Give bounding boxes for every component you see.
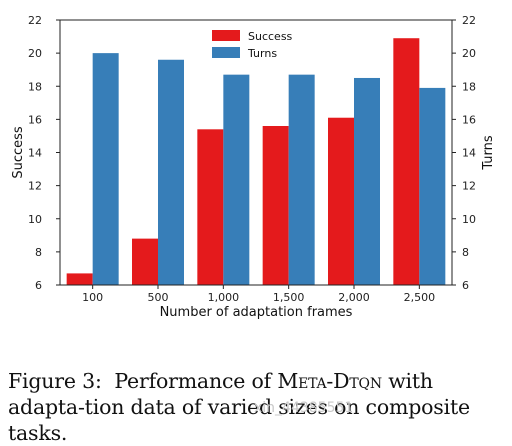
y-axis-label-left: Success (11, 126, 26, 179)
x-tick-label: 500 (148, 291, 169, 304)
bar-turns-4 (354, 77, 380, 285)
y-right-tick-label: 20 (462, 47, 476, 60)
bar-success-0 (66, 273, 93, 285)
y-axis-label-right: Turns (481, 135, 496, 171)
y-right-tick-label: 12 (462, 180, 476, 193)
caption-prefix: Figure 3: (8, 369, 102, 393)
x-tick-label: 2,500 (404, 291, 436, 304)
caption-text-a: Performance of (114, 369, 278, 393)
legend-swatch-turns (212, 47, 240, 58)
x-tick-label: 2,000 (338, 291, 370, 304)
y-right-tick-label: 10 (462, 213, 476, 226)
bar-success-5 (393, 38, 420, 285)
bar-success-4 (328, 117, 354, 285)
y-right-tick-label: 18 (462, 80, 476, 93)
chart: 100 500 1,000 1,500 2,000 2,500 6 6 8 8 10 10 12 12 14… (11, 14, 496, 320)
legend-label-success: Success (248, 30, 293, 43)
bar-turns-5 (419, 87, 446, 285)
y-left-tick-label: 16 (28, 113, 42, 126)
x-tick-label: 1,500 (273, 291, 305, 304)
bar-success-2 (197, 129, 224, 285)
bar-turns-1 (158, 59, 184, 285)
watermark: xin_44385551 (254, 400, 354, 416)
caption-method: Meta-Dtqn (277, 369, 382, 393)
y-left-tick-label: 8 (35, 246, 42, 259)
y-left-tick-label: 22 (28, 14, 42, 27)
bar-turns-2 (223, 74, 250, 285)
bar-turns-0 (92, 53, 119, 285)
y-left-tick-label: 20 (28, 47, 42, 60)
bar-turns-3 (288, 74, 315, 285)
plot-area: 100 500 1,000 1,500 2,000 2,500 6 6 8 8 10 10 12 12 14… (11, 14, 496, 320)
bar-success-3 (262, 126, 289, 285)
y-right-tick-label: 8 (462, 246, 469, 259)
bar-success-1 (132, 238, 158, 285)
y-left-tick-label: 14 (28, 147, 42, 160)
x-tick-label: 1,000 (208, 291, 240, 304)
y-right-tick-label: 14 (462, 147, 476, 160)
x-axis-label: Number of adaptation frames (160, 305, 353, 320)
y-left-tick-label: 12 (28, 180, 42, 193)
y-right-tick-label: 16 (462, 113, 476, 126)
y-right-tick-label: 6 (462, 279, 469, 292)
legend-swatch-success (212, 30, 240, 41)
y-left-tick-label: 18 (28, 80, 42, 93)
y-left-tick-label: 6 (35, 279, 42, 292)
y-right-tick-label: 22 (462, 14, 476, 27)
legend-label-turns: Turns (247, 47, 277, 60)
y-left-tick-label: 10 (28, 213, 42, 226)
x-tick-label: 100 (82, 291, 103, 304)
